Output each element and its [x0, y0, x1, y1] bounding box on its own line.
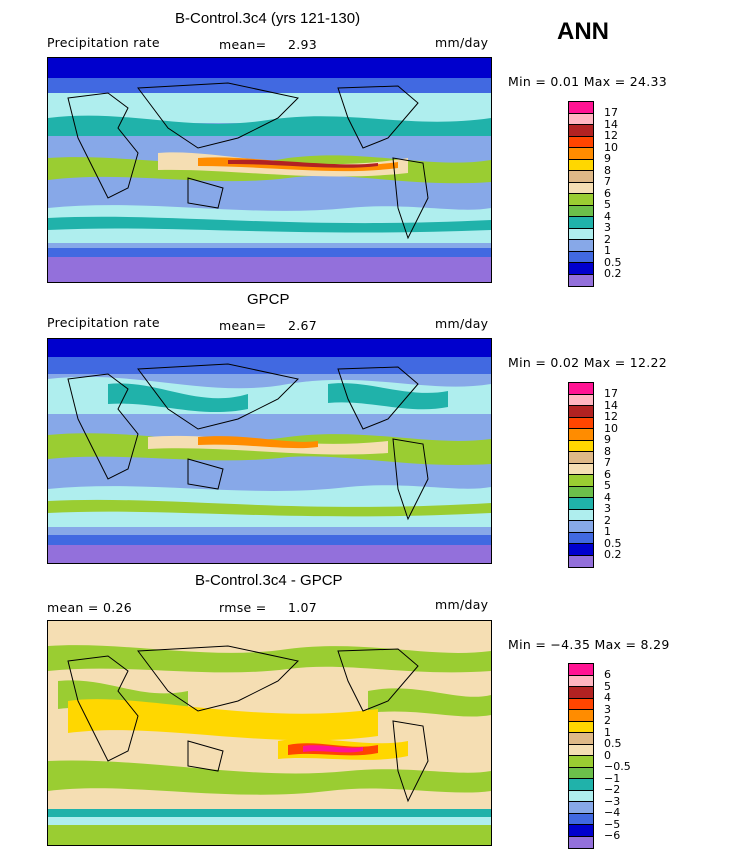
panel-1-cbar-label: 17 — [604, 106, 618, 119]
panel-2-cbar-label: 9 — [604, 433, 611, 446]
panel-1-cbar-label: 0.5 — [604, 255, 622, 269]
season-label: ANN — [557, 18, 609, 45]
panel-3-cbar-label: −6 — [604, 829, 621, 842]
panel-3-mean-label: mean = 0.26 — [47, 600, 133, 615]
panel-1-cbar-label: 0.2 — [604, 267, 622, 280]
panel-1-cbar-label: 2 — [604, 232, 611, 246]
panel-2-colorbar — [568, 382, 594, 568]
panel-2-cbar-label: 14 — [604, 398, 618, 412]
panel-3-title: B-Control.3c4 - GPCP — [195, 572, 343, 589]
panel-2-cbar-label: 17 — [604, 387, 618, 400]
panel-1-cbar-label: 3 — [604, 221, 611, 234]
panel-3-cbar-label: −4 — [604, 806, 621, 819]
panel-1-colorbar — [568, 101, 594, 287]
panel-2-cbar-label: 0.5 — [604, 536, 622, 550]
panel-1-mean-value: 2.93 — [288, 37, 318, 52]
panel-2-cbar-label: 5 — [604, 479, 611, 492]
panel-2-cbar-label: 0.2 — [604, 548, 622, 561]
panel-3-cbar-label: 0.5 — [604, 737, 622, 750]
panel-3-cbar-label: −1 — [604, 771, 621, 785]
panel-3-cbar-label: 5 — [604, 679, 611, 693]
panel-1-cbar-label: 6 — [604, 186, 611, 200]
panel-2-mean-value: 2.67 — [288, 318, 318, 333]
panel-3-cbar-label: −3 — [604, 794, 621, 808]
panel-2-cbar-label: 2 — [604, 513, 611, 527]
panel-3-cbar-label: 1 — [604, 725, 611, 739]
panel-2-field-label: Precipitation rate — [47, 315, 160, 330]
panel-2-cbar-label: 6 — [604, 467, 611, 481]
panel-3-cbar-label: −5 — [604, 817, 621, 831]
panel-1-mean-label: mean= — [219, 37, 267, 52]
panel-1-map — [47, 57, 492, 283]
panel-3-cbar-label: 2 — [604, 714, 611, 727]
panel-1-title: B-Control.3c4 (yrs 121-130) — [175, 10, 361, 27]
panel-1-cbar-label: 14 — [604, 117, 618, 131]
panel-3-cbar-label: −0.5 — [604, 760, 631, 773]
panel-3-units: mm/day — [435, 597, 489, 612]
panel-3-minmax: Min = −4.35 Max = 8.29 — [508, 637, 670, 652]
panel-2-mean-label: mean= — [219, 318, 267, 333]
panel-3-rmse-value: 1.07 — [288, 600, 318, 615]
panel-2-cbar-label: 8 — [604, 444, 611, 458]
panel-1-field-label: Precipitation rate — [47, 35, 160, 50]
panel-1-cbar-label: 4 — [604, 209, 611, 223]
panel-3-rmse-label: rmse = — [219, 600, 267, 615]
panel-1-units: mm/day — [435, 35, 489, 50]
panel-1-cbar-label: 8 — [604, 163, 611, 177]
panel-3-map — [47, 620, 492, 846]
panel-3-colorbar — [568, 663, 594, 849]
panel-1-cbar-label: 5 — [604, 198, 611, 211]
panel-3-cbar-label: 6 — [604, 668, 611, 681]
panel-2-cbar-label: 4 — [604, 490, 611, 504]
panel-1-cbar-label: 1 — [604, 244, 611, 257]
panel-1-cbar-label: 7 — [604, 175, 611, 188]
panel-2-cbar-label: 3 — [604, 502, 611, 515]
panel-2-minmax: Min = 0.02 Max = 12.22 — [508, 355, 668, 370]
panel-1-cbar-label: 12 — [604, 129, 618, 142]
panel-3-cbar-label: 0 — [604, 748, 611, 762]
panel-1-cbar-label: 10 — [604, 140, 618, 154]
panel-3-cbar-label: 3 — [604, 702, 611, 716]
panel-2-cbar-label: 7 — [604, 456, 611, 469]
panel-2-cbar-label: 12 — [604, 410, 618, 423]
panel-2-map — [47, 338, 492, 564]
panel-1-cbar-label: 9 — [604, 152, 611, 165]
panel-2-units: mm/day — [435, 316, 489, 331]
panel-3-cbar-label: 4 — [604, 691, 611, 704]
panel-2-cbar-label: 1 — [604, 525, 611, 538]
panel-3-cbar-label: −2 — [604, 783, 621, 796]
panel-2-cbar-label: 10 — [604, 421, 618, 435]
panel-1-minmax: Min = 0.01 Max = 24.33 — [508, 74, 668, 89]
panel-2-title: GPCP — [247, 291, 290, 308]
